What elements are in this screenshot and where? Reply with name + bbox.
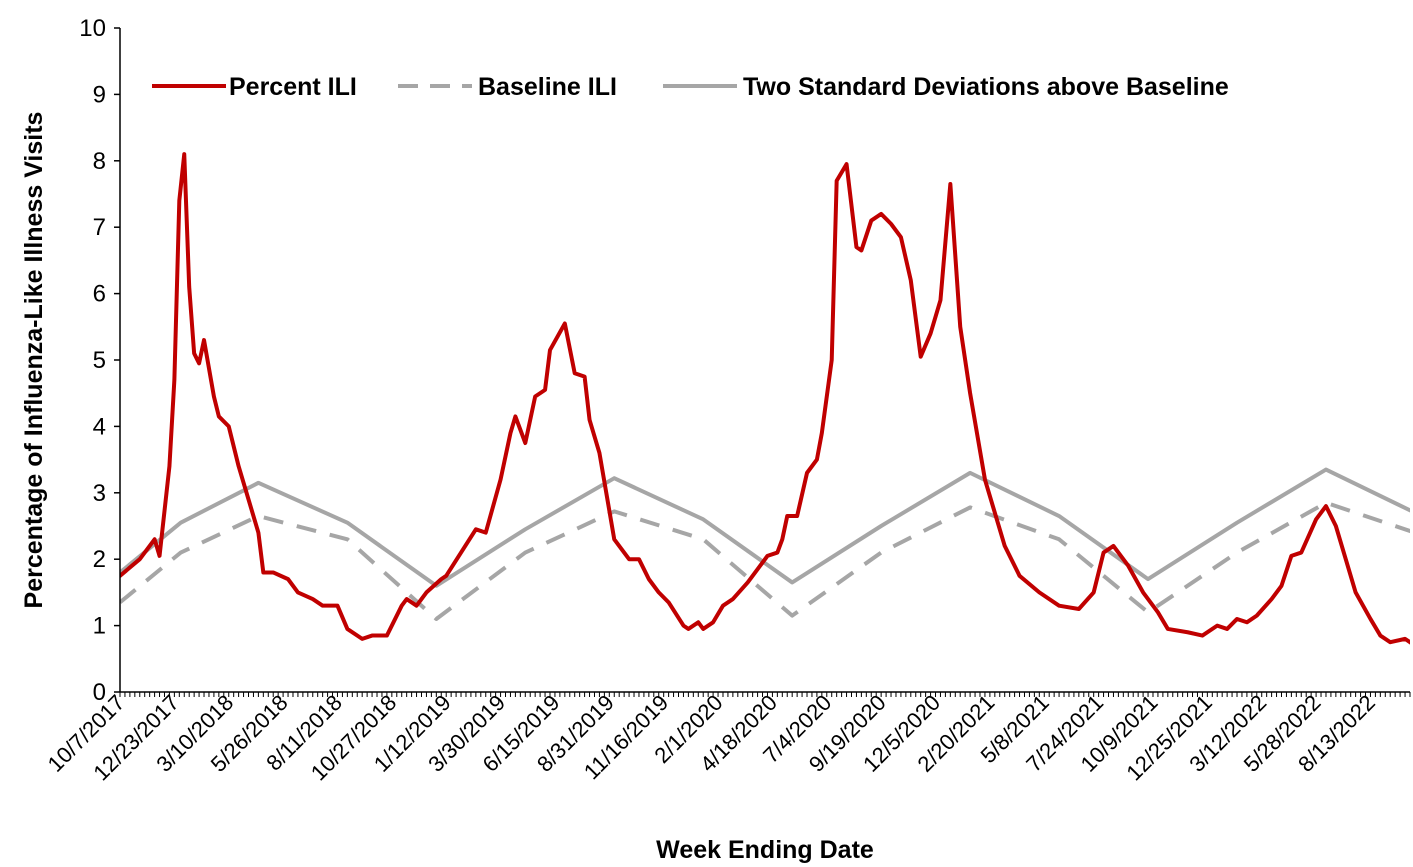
- y-tick-label: 8: [93, 148, 106, 175]
- y-tick-label: 9: [93, 81, 106, 108]
- legend: Percent ILI Baseline ILI Two Standard De…: [152, 73, 1229, 101]
- x-axis-title: Week Ending Date: [656, 836, 874, 864]
- legend-label-baseline-ili: Baseline ILI: [478, 73, 617, 101]
- y-tick-label: 4: [93, 413, 106, 440]
- series-line-two-standard-deviations-above-baseline: [120, 467, 1410, 588]
- legend-label-percent-ili: Percent ILI: [229, 73, 357, 101]
- y-tick-label: 0: [93, 679, 106, 706]
- y-tick-label: 5: [93, 347, 106, 374]
- x-axis-minor-ticks: [119, 692, 1411, 697]
- legend-label-two-sd: Two Standard Deviations above Baseline: [743, 73, 1229, 101]
- y-tick-label: 7: [93, 214, 106, 241]
- y-tick-label: 3: [93, 480, 106, 507]
- y-tick-label: 2: [93, 546, 106, 573]
- series-line-percent-ili: [120, 152, 1410, 645]
- series-line-baseline-ili: [120, 500, 1410, 621]
- y-tick-label: 6: [93, 281, 106, 308]
- y-tick-label: 1: [93, 613, 106, 640]
- y-tick-label: 10: [79, 15, 106, 42]
- y-axis-title: Percentage of Influenza-Like Illness Vis…: [20, 112, 48, 609]
